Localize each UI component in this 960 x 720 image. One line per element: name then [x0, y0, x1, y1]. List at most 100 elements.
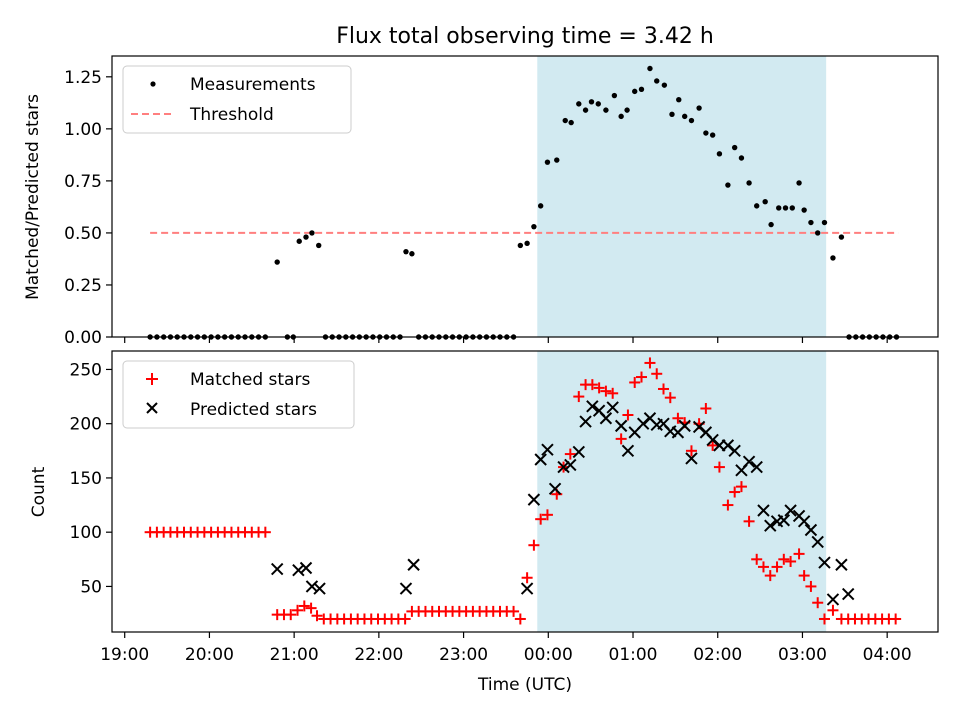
- bottom-legend: Matched stars Predicted stars: [122, 360, 355, 429]
- measurement-point: [595, 101, 601, 107]
- measurement-point: [696, 105, 702, 111]
- matched-star-point: [292, 604, 304, 616]
- predicted-star-point: [572, 445, 586, 459]
- x-tick-label: 23:00: [439, 645, 488, 665]
- x-tick-label: 00:00: [524, 645, 573, 665]
- y-tick-label: 200: [70, 415, 102, 435]
- matched-star-point: [757, 561, 769, 573]
- matched-star-point: [615, 433, 627, 445]
- measurement-point: [676, 97, 682, 103]
- measurement-point: [754, 203, 760, 209]
- matched-star-point: [285, 609, 297, 621]
- matched-star-point: [600, 385, 612, 397]
- measurement-point: [638, 86, 645, 93]
- matched-star-point: [735, 481, 747, 493]
- measurement-point: [409, 251, 415, 257]
- top-x-ticks: [124, 337, 888, 343]
- measurement-point: [568, 119, 574, 126]
- y-tick-label: 0.00: [64, 328, 102, 348]
- matched-star-point: [658, 383, 670, 395]
- bottom-panel: 50 100 150 200 250 19:00 20:00 21:00 22:00 23:00…: [29, 350, 939, 695]
- measurement-point: [703, 130, 709, 136]
- measurement-point: [669, 111, 675, 117]
- matched-star-point: [607, 387, 619, 399]
- predicted-star-point: [407, 558, 420, 571]
- matched-star-point: [713, 461, 725, 473]
- predicted-star-point: [685, 452, 698, 465]
- predicted-star-point: [399, 582, 413, 595]
- predicted-star-point: [841, 587, 855, 601]
- measurement-point: [716, 151, 723, 157]
- matched-star-point: [311, 610, 323, 622]
- top-y-ticks: 0.00 0.25 0.50 0.75 1.00 1.25: [64, 68, 112, 348]
- measurement-point: [618, 113, 624, 120]
- matched-star-point: [685, 445, 697, 457]
- measurement-point: [654, 78, 660, 84]
- predicted-star-point: [784, 504, 797, 517]
- predicted-star-point: [313, 582, 326, 595]
- matched-star-point: [793, 548, 805, 560]
- measurement-point: [776, 205, 782, 211]
- legend-marker-matched: [146, 373, 158, 385]
- measurement-point: [554, 157, 560, 163]
- x-tick-label: 02:00: [693, 645, 742, 665]
- predicted-star-point: [534, 453, 547, 466]
- measurement-point: [768, 221, 774, 228]
- matched-star-point: [818, 613, 830, 625]
- measurement-point: [624, 107, 630, 113]
- matched-star-point: [535, 513, 547, 525]
- matched-star-point: [593, 382, 605, 394]
- top-y-axis-label: Matched/Predicted stars: [23, 94, 43, 300]
- measurement-point: [576, 101, 582, 107]
- predicted-star-point: [557, 460, 570, 474]
- matched-star-point: [707, 439, 719, 451]
- matched-star-point: [564, 448, 576, 460]
- measurement-point: [603, 107, 609, 113]
- measurement-point: [709, 132, 716, 138]
- matched-star-point: [305, 602, 317, 614]
- matched-star-point: [573, 391, 585, 403]
- measurement-point: [274, 259, 280, 265]
- bottom-shaded-span: [537, 351, 827, 632]
- y-tick-label: 250: [70, 360, 102, 380]
- matched-star-point: [890, 613, 902, 625]
- matched-star-point: [672, 412, 684, 424]
- predicted-star-point: [811, 535, 824, 549]
- legend-marker-measurements: [150, 81, 156, 87]
- bottom-y-axis-label: Count: [29, 466, 49, 517]
- predicted-star-point: [777, 514, 791, 527]
- x-tick-label: 20:00: [185, 645, 234, 665]
- matched-star-point: [729, 486, 741, 498]
- top-shaded-span: [537, 56, 827, 337]
- measurement-point: [296, 238, 302, 244]
- measurement-point: [746, 180, 752, 186]
- measurement-point: [815, 230, 821, 236]
- y-tick-label: 0.50: [64, 224, 102, 244]
- measurement-point: [582, 107, 589, 113]
- matched-star-point: [778, 553, 790, 565]
- measurement-point: [796, 180, 802, 186]
- predicted-star-point: [270, 562, 284, 576]
- measurement-point: [801, 207, 807, 213]
- predicted-star-point: [614, 419, 628, 433]
- matched-star-point: [521, 572, 533, 584]
- top-legend: Measurements Threshold: [122, 65, 352, 134]
- predicted-star-point: [299, 561, 313, 575]
- y-tick-label: 150: [70, 469, 102, 489]
- measurement-point: [544, 159, 551, 165]
- matched-star-point: [664, 392, 676, 404]
- measurement-point: [731, 144, 738, 151]
- measurement-point: [821, 219, 828, 226]
- matched-star-point: [259, 526, 271, 538]
- measurement-point: [303, 234, 309, 240]
- measurement-point: [524, 240, 530, 247]
- bottom-plot-frame: [111, 350, 939, 633]
- measurement-point: [808, 219, 814, 226]
- legend-label-measurements: Measurements: [190, 75, 316, 95]
- matched-star-point: [635, 371, 647, 383]
- legend-marker-predicted: [146, 402, 158, 414]
- matched-star-point: [298, 600, 310, 612]
- matched-star-point: [764, 570, 776, 582]
- legend-label-predicted: Predicted stars: [190, 400, 317, 420]
- predicted-stars-points: [270, 400, 855, 606]
